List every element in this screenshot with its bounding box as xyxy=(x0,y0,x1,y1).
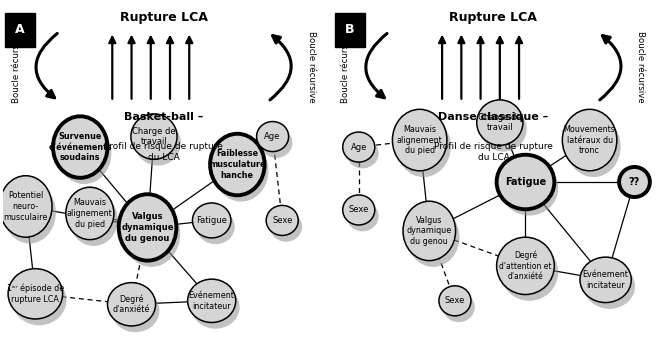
Text: Rupture LCA: Rupture LCA xyxy=(120,11,208,24)
Ellipse shape xyxy=(497,237,555,294)
Text: Age: Age xyxy=(351,143,367,151)
Ellipse shape xyxy=(257,122,288,151)
Text: Boucle récursive: Boucle récursive xyxy=(637,31,645,103)
Ellipse shape xyxy=(584,264,635,309)
Ellipse shape xyxy=(135,120,181,166)
Ellipse shape xyxy=(57,123,111,184)
Text: Mouvements
latéraux du
tronc: Mouvements latéraux du tronc xyxy=(564,125,616,155)
Text: Age: Age xyxy=(264,132,281,141)
Ellipse shape xyxy=(188,279,236,323)
Ellipse shape xyxy=(123,201,180,267)
Text: Evénement
incitateur: Evénement incitateur xyxy=(583,270,629,290)
Text: Profil de risque de rupture
du LCA: Profil de risque de rupture du LCA xyxy=(434,142,553,162)
Text: Profil de risque de rupture
du LCA: Profil de risque de rupture du LCA xyxy=(104,142,223,162)
Ellipse shape xyxy=(260,128,292,158)
Ellipse shape xyxy=(566,116,621,177)
Ellipse shape xyxy=(0,176,52,237)
Text: Boucle récursive: Boucle récursive xyxy=(12,31,20,103)
Ellipse shape xyxy=(403,201,455,261)
Text: Danse classique –: Danse classique – xyxy=(438,112,549,122)
Text: Valgus
dynamique
du genou: Valgus dynamique du genou xyxy=(407,216,452,246)
Text: 1ᵉʳ épisode de
rupture LCA: 1ᵉʳ épisode de rupture LCA xyxy=(7,284,64,304)
Ellipse shape xyxy=(497,155,555,209)
Ellipse shape xyxy=(108,282,156,326)
Text: Fatigue: Fatigue xyxy=(196,216,227,225)
Text: Fatigue: Fatigue xyxy=(505,177,546,187)
Text: Charge de
travail: Charge de travail xyxy=(132,127,176,146)
Text: Rupture LCA: Rupture LCA xyxy=(449,11,537,24)
Text: Survenue
d'événements
soudains: Survenue d'événements soudains xyxy=(49,132,112,162)
Ellipse shape xyxy=(111,289,160,332)
Text: Sexe: Sexe xyxy=(272,216,292,225)
Text: Boucle récursive: Boucle récursive xyxy=(307,31,315,103)
Text: ??: ?? xyxy=(629,177,640,187)
Ellipse shape xyxy=(119,194,177,261)
Ellipse shape xyxy=(131,114,177,159)
Ellipse shape xyxy=(3,182,56,244)
Ellipse shape xyxy=(501,244,558,301)
Ellipse shape xyxy=(196,209,235,244)
Ellipse shape xyxy=(70,194,118,246)
FancyBboxPatch shape xyxy=(334,12,365,47)
Ellipse shape xyxy=(214,140,269,202)
Ellipse shape xyxy=(407,207,459,267)
Ellipse shape xyxy=(193,203,231,238)
Ellipse shape xyxy=(346,138,378,169)
Ellipse shape xyxy=(210,134,265,195)
Ellipse shape xyxy=(392,109,447,171)
Text: Degré
d'attention et
d'anxiété: Degré d'attention et d'anxiété xyxy=(499,250,552,281)
Ellipse shape xyxy=(396,116,451,177)
Ellipse shape xyxy=(270,212,302,242)
Ellipse shape xyxy=(346,201,378,231)
Text: Degré
d'anxiété: Degré d'anxiété xyxy=(113,294,150,314)
Ellipse shape xyxy=(343,132,374,162)
Text: Evénement
incitateur: Evénement incitateur xyxy=(189,291,235,311)
Ellipse shape xyxy=(480,106,527,151)
Text: Boucle récursive: Boucle récursive xyxy=(342,31,350,103)
Ellipse shape xyxy=(12,275,66,325)
FancyBboxPatch shape xyxy=(5,12,35,47)
Text: Faiblesse
musculature
hanche: Faiblesse musculature hanche xyxy=(209,149,265,180)
Text: B: B xyxy=(345,24,355,36)
Ellipse shape xyxy=(443,292,475,322)
Text: Valgus
dynamique
du genou: Valgus dynamique du genou xyxy=(122,212,174,243)
Text: Potentiel
neuro-
musculaire: Potentiel neuro- musculaire xyxy=(3,191,48,222)
Text: A: A xyxy=(15,24,25,36)
Ellipse shape xyxy=(66,187,114,240)
Text: Sexe: Sexe xyxy=(445,296,465,305)
Text: Mauvais
alignement
du pied: Mauvais alignement du pied xyxy=(67,198,113,229)
Text: Sexe: Sexe xyxy=(349,205,369,214)
Ellipse shape xyxy=(266,205,298,236)
Ellipse shape xyxy=(191,285,240,329)
Ellipse shape xyxy=(343,195,374,225)
Ellipse shape xyxy=(619,167,650,197)
Ellipse shape xyxy=(8,269,62,319)
Ellipse shape xyxy=(562,109,617,171)
Ellipse shape xyxy=(501,161,558,215)
Text: Basket-ball –: Basket-ball – xyxy=(124,112,203,122)
Ellipse shape xyxy=(477,100,523,145)
Ellipse shape xyxy=(580,257,631,302)
Text: Mauvais
alignement
du pied: Mauvais alignement du pied xyxy=(397,125,443,155)
Ellipse shape xyxy=(53,116,108,178)
Text: Charge de
travail: Charge de travail xyxy=(478,113,522,132)
Ellipse shape xyxy=(439,286,471,316)
